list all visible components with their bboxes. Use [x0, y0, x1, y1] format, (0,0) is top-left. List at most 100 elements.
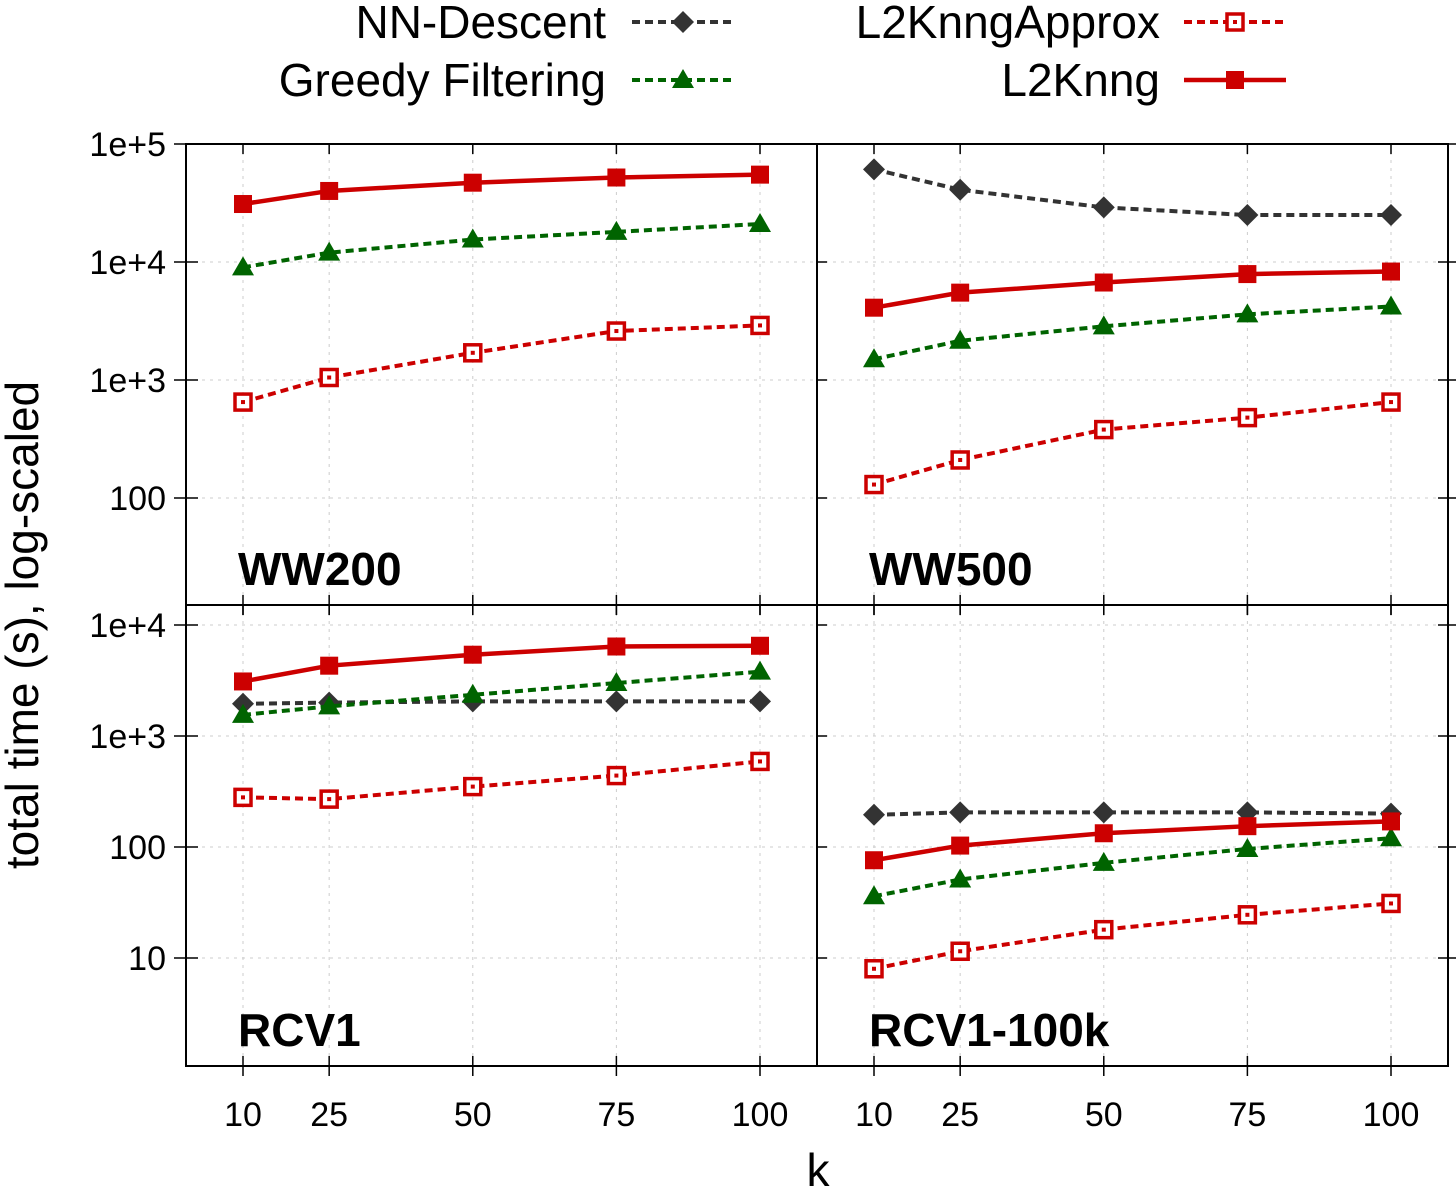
y-tick-label: 1e+4 — [89, 244, 166, 282]
data-point-greedy-filtering — [461, 228, 484, 248]
data-point-greedy-filtering — [232, 256, 254, 276]
data-point-l2knng — [607, 637, 626, 656]
data-point-greedy-filtering — [863, 885, 885, 905]
series-greedy-filtering — [863, 827, 1402, 905]
legend-label: L2KnngApprox — [856, 0, 1160, 48]
data-point-l2knng — [234, 672, 252, 691]
legend-marker-greedy-filtering — [672, 69, 694, 88]
data-point-l2knng — [1382, 812, 1400, 831]
legend-marker-l2knng — [1226, 71, 1244, 89]
data-point-greedy-filtering — [605, 672, 628, 692]
y-tick-label: 1e+5 — [89, 126, 166, 164]
legend-marker-nn-descent — [672, 11, 694, 33]
x-tick-label: 25 — [310, 1096, 348, 1134]
data-point-l2knngapprox — [864, 474, 884, 495]
series-line-greedy-filtering — [242, 669, 761, 717]
data-point-l2knng — [1094, 273, 1113, 292]
data-point-greedy-filtering — [749, 660, 771, 680]
data-point-greedy-filtering — [318, 695, 341, 715]
legend-entry-nn-descent: NN-Descent — [355, 0, 734, 48]
x-tick-label: 10 — [855, 1096, 893, 1134]
data-point-greedy-filtering — [1236, 837, 1259, 857]
data-point-l2knng — [463, 173, 482, 192]
series-line-greedy-filtering — [242, 221, 761, 270]
data-point-l2knng — [463, 645, 482, 664]
series-line-nn-descent — [242, 699, 760, 706]
series-nn-descent — [863, 158, 1402, 227]
data-point-l2knngapprox — [1381, 392, 1401, 412]
data-point-l2knng — [865, 298, 883, 317]
data-point-greedy-filtering — [605, 220, 628, 240]
data-point-l2knngapprox — [463, 776, 483, 797]
series-l2knngapprox — [233, 751, 770, 809]
y-tick-label: 10 — [128, 940, 166, 978]
x-axis-label: k — [807, 1144, 831, 1192]
data-point-nn-descent — [605, 690, 628, 713]
data-point-l2knngapprox — [1237, 407, 1258, 428]
data-point-l2knng — [1382, 262, 1400, 281]
legend-marker-l2knngapprox — [1225, 12, 1245, 32]
data-point-greedy-filtering — [461, 683, 484, 703]
y-tick-label: 100 — [109, 829, 166, 867]
series-line-l2knngapprox — [873, 901, 1392, 971]
series-greedy-filtering — [863, 295, 1402, 368]
series-line-l2knngapprox — [242, 759, 761, 802]
data-point-greedy-filtering — [1092, 851, 1115, 871]
legend-entry-l2knng: L2Knng — [1001, 54, 1286, 106]
series-nn-descent — [232, 690, 771, 715]
panel-rcv1: 10 100 1e+3 1e+4 RCV1 — [89, 604, 818, 1076]
data-point-l2knng — [320, 656, 339, 675]
series-greedy-filtering — [232, 660, 771, 723]
y-axis-label: total time (s), log-scaled — [0, 381, 48, 869]
data-point-l2knngapprox — [606, 321, 627, 341]
legend-label: Greedy Filtering — [279, 54, 606, 106]
y-tick-label: 1e+4 — [89, 607, 166, 645]
panel-ww500: WW500 — [816, 143, 1456, 615]
series-l2knng — [234, 165, 769, 214]
data-point-nn-descent — [863, 803, 885, 826]
data-point-l2knngapprox — [1094, 419, 1114, 440]
data-point-nn-descent — [749, 690, 771, 713]
data-point-l2knng — [607, 168, 626, 187]
data-point-l2knngapprox — [750, 751, 770, 772]
data-point-nn-descent — [949, 801, 972, 824]
y-tick-label: 1e+3 — [89, 718, 166, 756]
series-l2knng — [865, 262, 1400, 317]
data-point-l2knngapprox — [319, 789, 339, 809]
x-tick-label: 50 — [454, 1096, 492, 1134]
series-greedy-filtering — [232, 212, 771, 276]
legend-label: L2Knng — [1001, 54, 1160, 106]
x-axis: 10 25 50 75 100 10 25 50 75 100 — [224, 1096, 1419, 1134]
data-point-l2knng — [1238, 817, 1257, 836]
panel-frame — [816, 604, 1449, 1067]
data-point-l2knng — [1238, 265, 1257, 284]
legend-entry-greedy-filtering: Greedy Filtering — [279, 54, 734, 106]
data-point-greedy-filtering — [232, 703, 254, 723]
panel-title: WW500 — [869, 543, 1033, 595]
legend-label: NN-Descent — [355, 0, 606, 48]
data-point-nn-descent — [1092, 801, 1115, 824]
legend: NN-Descent Greedy Filtering L2KnngApprox L2… — [279, 0, 1286, 106]
data-point-l2knng — [320, 181, 339, 200]
x-tick-label: 50 — [1085, 1096, 1123, 1134]
data-point-greedy-filtering — [949, 868, 972, 888]
panel-frame — [185, 143, 818, 606]
data-point-greedy-filtering — [318, 241, 341, 261]
x-tick-label: 75 — [597, 1096, 635, 1134]
series-l2knng — [234, 636, 769, 691]
series-l2knngapprox — [864, 392, 1401, 495]
data-point-l2knng — [751, 165, 769, 184]
data-point-l2knng — [951, 283, 970, 302]
data-point-l2knngapprox — [319, 367, 339, 388]
data-point-l2knngapprox — [950, 941, 970, 962]
data-point-l2knng — [751, 636, 769, 655]
x-tick-label: 25 — [941, 1096, 979, 1134]
legend-entry-l2knngapprox: L2KnngApprox — [856, 0, 1286, 48]
panel-rcv1-100k: RCV1-100k — [816, 604, 1456, 1076]
x-tick-label: 75 — [1228, 1096, 1266, 1134]
data-point-nn-descent — [1380, 204, 1402, 227]
data-point-greedy-filtering — [949, 329, 972, 349]
data-point-greedy-filtering — [1092, 315, 1115, 335]
data-point-greedy-filtering — [863, 348, 885, 368]
series-line-nn-descent — [873, 810, 1392, 817]
